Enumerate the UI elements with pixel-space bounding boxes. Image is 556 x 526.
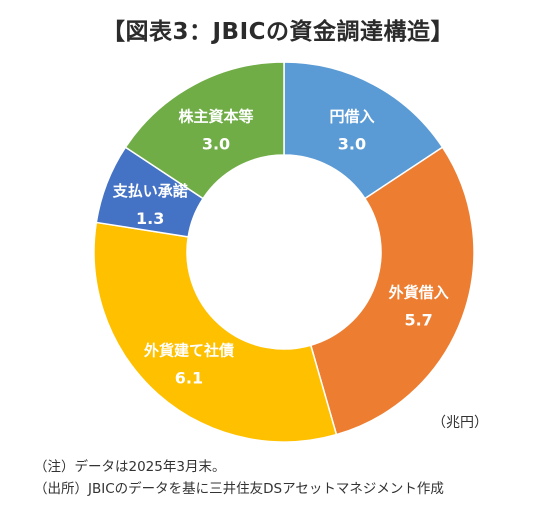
chart-title: 【図表3：JBICの資金調達構造】 — [101, 19, 455, 45]
slice-label-2: 外貨借入 — [388, 284, 449, 302]
slice-2 — [309, 146, 475, 436]
unit-label: （兆円） — [432, 415, 488, 431]
slice-5 — [124, 61, 285, 200]
slice-value-4: 1.3 — [136, 209, 164, 228]
slice-label-1: 円借入 — [329, 108, 374, 126]
slice-label-5: 株主資本等 — [179, 108, 254, 126]
slice-label-4: 支払い承諾 — [112, 182, 188, 200]
note-line: （注）データは2025年3月末。 — [34, 459, 226, 475]
notes: （注）データは2025年3月末。 （出所）JBICのデータを基に三井住友DSアセ… — [34, 456, 444, 500]
slice-value-1: 3.0 — [338, 135, 366, 154]
note-source: （出所）JBICのデータを基に三井住友DSアセットマネジメント作成 — [34, 481, 444, 497]
slice-value-3: 6.1 — [175, 369, 203, 388]
slice-value-2: 5.7 — [404, 311, 432, 330]
slice-1 — [283, 61, 444, 200]
slice-value-5: 3.0 — [202, 135, 230, 154]
slice-label-3: 外貨建て社債 — [143, 342, 234, 360]
slice-3 — [93, 221, 338, 443]
